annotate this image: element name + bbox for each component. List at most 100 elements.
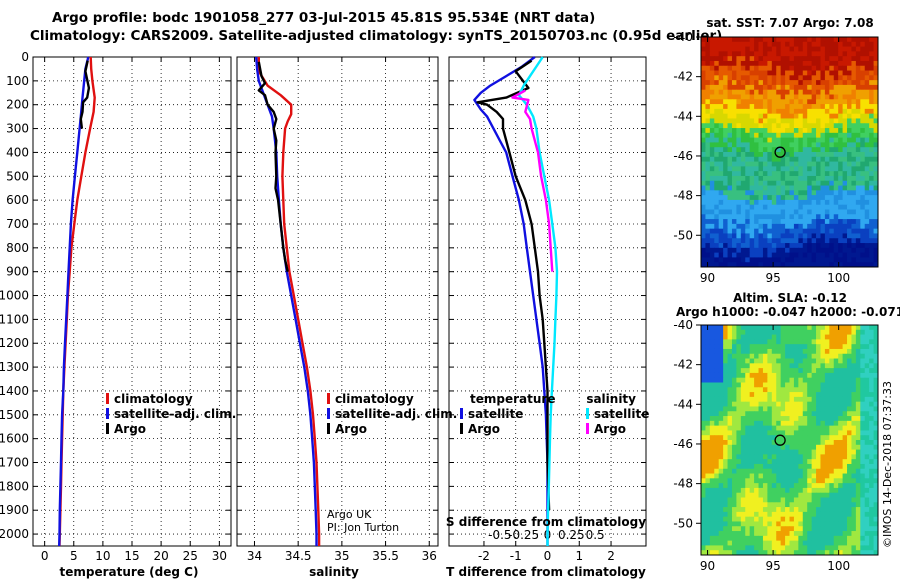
sla_map-cell: [736, 368, 742, 374]
sst_map-cell: [736, 137, 742, 143]
sst_map-cell: [793, 243, 799, 249]
sla_map-cell: [771, 425, 777, 431]
sst_map-cell: [793, 262, 799, 268]
sst_map-cell: [869, 51, 874, 57]
sla_map-cell: [847, 511, 852, 518]
sla_map-cell: [824, 420, 830, 427]
sst_map-cell: [820, 80, 826, 86]
sla_map-cell: [762, 531, 768, 537]
sst_map-cell: [829, 123, 835, 129]
sla_map-cell: [701, 329, 706, 335]
sla_map-cell: [816, 454, 821, 460]
sst_map-cell: [864, 233, 870, 239]
sla_map-cell: [718, 363, 724, 369]
sst_map-cell: [789, 238, 795, 244]
sla_map-cell: [709, 368, 715, 374]
sst_map-cell: [851, 104, 857, 110]
sst_map-yticklabel: -44: [673, 109, 693, 123]
sst_map-cell: [842, 99, 848, 105]
sst_map-cell: [851, 247, 857, 254]
sst_map-cell: [723, 223, 728, 230]
sla_map-cell: [718, 487, 724, 494]
sst_map-cell: [824, 94, 830, 100]
sst_map-cell: [776, 104, 782, 110]
sla_map-cell: [709, 411, 715, 417]
sst_map-cell: [785, 142, 790, 148]
sst_map-cell: [811, 80, 817, 86]
sst_map-cell: [762, 113, 768, 119]
sst_map-cell: [776, 252, 782, 258]
sst_map-cell: [709, 233, 715, 239]
sst_map-cell: [820, 161, 826, 167]
sst_map-cell: [745, 204, 751, 210]
sla_map-cell: [793, 353, 799, 359]
sst_map-cell: [749, 37, 755, 43]
sst_map-cell: [745, 104, 751, 110]
sst_map-cell: [727, 195, 733, 201]
sst_map-cell: [736, 132, 742, 139]
sla_map-cell: [731, 372, 737, 379]
sst_map-cell: [838, 84, 843, 91]
sst_map-cell: [767, 247, 773, 254]
sst_map-cell: [847, 180, 852, 186]
sla_map-cell: [736, 406, 742, 412]
sst_map-cell: [709, 113, 715, 119]
sst_map-cell: [709, 190, 715, 196]
sst_map-cell: [789, 89, 795, 95]
sla_map-cell: [811, 497, 817, 503]
sst_map-cell: [754, 94, 759, 100]
sla_map-cell: [855, 473, 861, 479]
sst_map-cell: [842, 104, 848, 110]
sst_map-cell: [851, 209, 857, 215]
sst_map-cell: [873, 252, 879, 258]
sst_map-cell: [838, 70, 843, 76]
sst_map-cell: [727, 118, 733, 124]
sst_map-cell: [855, 94, 861, 100]
sst_map-cell: [824, 147, 830, 153]
sla_map-cell: [820, 377, 826, 383]
sst_map-cell: [842, 238, 848, 244]
sst_map-cell: [727, 108, 733, 115]
sla_map-cell: [762, 339, 768, 345]
sla_map-cell: [802, 329, 808, 335]
sla_map-cell: [745, 411, 751, 417]
sla_map-cell: [824, 516, 830, 522]
sst_map-cell: [727, 219, 733, 225]
sst_map-cell: [802, 108, 808, 115]
sst_map-cell: [718, 156, 724, 162]
sst_map-cell: [851, 199, 857, 206]
sla_map-cell: [776, 401, 782, 407]
sla_map-cell: [705, 492, 711, 498]
sst_map-cell: [789, 262, 795, 268]
sla_map-cell: [851, 526, 857, 532]
sst_map-cell: [718, 75, 724, 81]
sla_map-cell: [802, 449, 808, 455]
sst_map-cell: [740, 171, 746, 177]
sst_map-cell: [838, 152, 843, 158]
sst_map-cell: [793, 65, 799, 71]
sla_map-cell: [785, 497, 790, 503]
sla_map-cell: [833, 468, 839, 474]
sla_map-cell: [855, 377, 861, 383]
sla_map-cell: [709, 483, 715, 489]
sla_map-cell: [705, 440, 711, 446]
sla_map-cell: [776, 444, 782, 450]
sst_map-cell: [736, 99, 742, 105]
sla_map-cell: [798, 425, 804, 431]
sla_map-cell: [855, 459, 861, 465]
sst_map-cell: [869, 180, 874, 186]
sla_map-cell: [816, 497, 821, 503]
sst_map-cell: [873, 204, 879, 210]
sst_map-cell: [776, 152, 782, 158]
sla_map-cell: [802, 497, 808, 503]
sla_map-cell: [842, 353, 848, 359]
sla_map-cell: [718, 535, 724, 542]
sla_map-cell: [714, 325, 720, 331]
sla_map-cell: [780, 406, 786, 412]
sst_map-cell: [718, 123, 724, 129]
sst_map-cell: [811, 108, 817, 115]
sla_map-cell: [811, 382, 817, 388]
sla_map-cell: [740, 387, 746, 393]
sst_map-cell: [842, 262, 848, 268]
sst_map-cell: [718, 219, 724, 225]
